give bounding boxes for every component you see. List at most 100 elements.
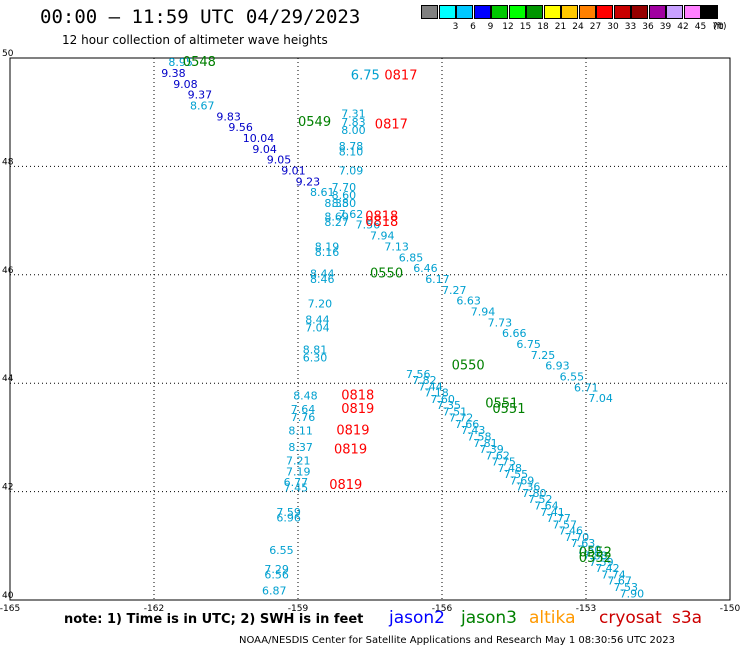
page-subtitle: 12 hour collection of altimeter wave hei…: [62, 33, 328, 47]
legend-label: 36: [642, 22, 654, 32]
wave-height-label: 8.78: [339, 140, 364, 153]
wave-height-label: 6.93: [545, 360, 570, 373]
wave-height-label: 7.76: [291, 411, 316, 424]
legend-swatch: [613, 5, 631, 19]
x-tick-label: -156: [432, 604, 453, 614]
time-label: 0552: [579, 551, 612, 566]
wave-height-label: 9.08: [173, 78, 198, 91]
legend-swatch: [666, 5, 683, 19]
legend-label: 12: [502, 22, 514, 32]
legend-label: 15: [519, 22, 532, 32]
legend-swatch: [683, 5, 701, 19]
wave-height-label: 7.73: [488, 316, 512, 329]
wave-height-label: 7.46: [559, 525, 584, 538]
wave-height-label: 7.81: [473, 437, 498, 450]
legend-jason3: jason3: [461, 608, 517, 628]
wave-height-label: 8.11: [288, 425, 313, 438]
wave-height-label: 7.19: [286, 465, 311, 478]
wave-height-label: 8.61: [310, 186, 335, 199]
wave-height-label: 7.04: [588, 392, 613, 405]
time-label: 0550: [370, 267, 403, 282]
time-label: 0552: [579, 546, 612, 561]
wave-height-label: 7.67: [607, 575, 632, 588]
wave-height-label: 6.63: [456, 295, 481, 308]
legend-swatch: [561, 5, 578, 19]
legend-label: 24: [572, 22, 584, 32]
wave-height-label: 7.64: [291, 403, 316, 416]
legend-label: 33: [624, 22, 637, 32]
y-tick-label: 46: [2, 266, 14, 276]
legend-label: 27: [589, 22, 602, 32]
wave-height-label: 7.45: [284, 482, 309, 495]
wave-height-label: 8.50: [332, 197, 357, 210]
color-legend: 3 6 9 12 15 18 21 24 27 30 33 36 39 42 45 70 (ft): [421, 5, 729, 35]
note-text: note: 1) Time is in UTC; 2) SWH is in fe…: [64, 612, 364, 627]
legend-swatch: [508, 5, 526, 19]
wave-height-label: 8.69: [324, 211, 349, 224]
legend-label: 18: [537, 22, 549, 32]
wave-height-label: 7.29: [264, 563, 289, 576]
wave-height-label: 8.10: [339, 146, 364, 159]
x-tick-label: -150: [720, 604, 740, 614]
wave-height-label: 6.85: [399, 251, 424, 264]
time-label: 0550: [452, 359, 485, 374]
legend-label: 45: [694, 22, 707, 32]
legend-label: 70: [712, 22, 724, 32]
wave-height-label: 7.21: [286, 455, 311, 468]
wave-height-label: 7.69: [510, 474, 534, 487]
wave-height-label: 7.94: [471, 305, 496, 318]
wave-height-label: 6.77: [284, 476, 309, 489]
x-tick-label: -162: [144, 604, 164, 614]
wave-height-label: 7.39: [479, 443, 504, 456]
time-label: 0818: [341, 388, 374, 403]
wave-height-label: 6.96: [276, 511, 301, 524]
wave-height-label: 7.66: [455, 418, 480, 431]
legend-swatch: [491, 5, 508, 19]
legend-s3a: s3a: [672, 608, 703, 628]
time-label: 0819: [341, 402, 374, 417]
legend-label: 21: [554, 22, 567, 32]
time-label: 0551: [492, 402, 525, 417]
wave-height-label: 7.60: [430, 393, 455, 406]
wave-height-label: 8.16: [315, 246, 340, 259]
legend-swatch: [596, 5, 613, 19]
wave-height-label: 8.38: [324, 197, 349, 210]
time-label: 0818: [365, 215, 398, 230]
legend-swatch: [648, 5, 666, 19]
wave-height-label: 7.31: [341, 108, 366, 121]
time-label: 0818: [365, 210, 398, 225]
y-tick-label: 50: [2, 49, 14, 59]
footer-credit: NOAA/NESDIS Center for Satellite Applica…: [239, 635, 675, 646]
time-label: 0551: [485, 397, 518, 412]
wave-height-label: 8.95: [168, 56, 193, 69]
time-label: 0819: [336, 424, 369, 439]
legend-label: 39: [659, 22, 672, 32]
y-tick-label: 40: [2, 591, 14, 601]
wave-height-label: 6.71: [574, 381, 599, 394]
wave-height-label: 6.56: [264, 568, 289, 581]
wave-height-label: 8.00: [341, 124, 366, 137]
wave-height-label: 7.58: [467, 430, 492, 443]
legend-swatch: [578, 5, 596, 19]
wave-height-label: 8.60: [332, 189, 357, 202]
wave-height-label: 8.81: [303, 343, 328, 356]
wave-height-label: 7.52: [528, 493, 553, 506]
wave-height-label: 7.62: [339, 208, 364, 221]
wave-height-label: 7.90: [620, 587, 645, 600]
wave-height-label: 6.55: [269, 544, 294, 557]
wave-height-label: 7.53: [613, 581, 638, 594]
wave-height-label: 9.04: [252, 143, 277, 156]
legend-swatch: [631, 5, 648, 19]
wave-height-label: 7.09: [339, 165, 364, 178]
legend-jason2: jason2: [389, 608, 445, 628]
page-title: 00:00 – 11:59 UTC 04/29/2023: [40, 6, 361, 28]
legend-unit: (ft): [713, 22, 727, 32]
wave-height-label: 9.01: [281, 165, 306, 178]
legend-label: 30: [607, 22, 619, 32]
time-label: 0548: [183, 55, 216, 70]
legend-label: 6: [470, 22, 476, 32]
wave-height-label: 8.48: [293, 389, 318, 402]
wave-height-label: 7.70: [565, 531, 590, 544]
wave-height-label: 9.23: [296, 175, 321, 188]
wave-height-label: 7.62: [485, 449, 510, 462]
